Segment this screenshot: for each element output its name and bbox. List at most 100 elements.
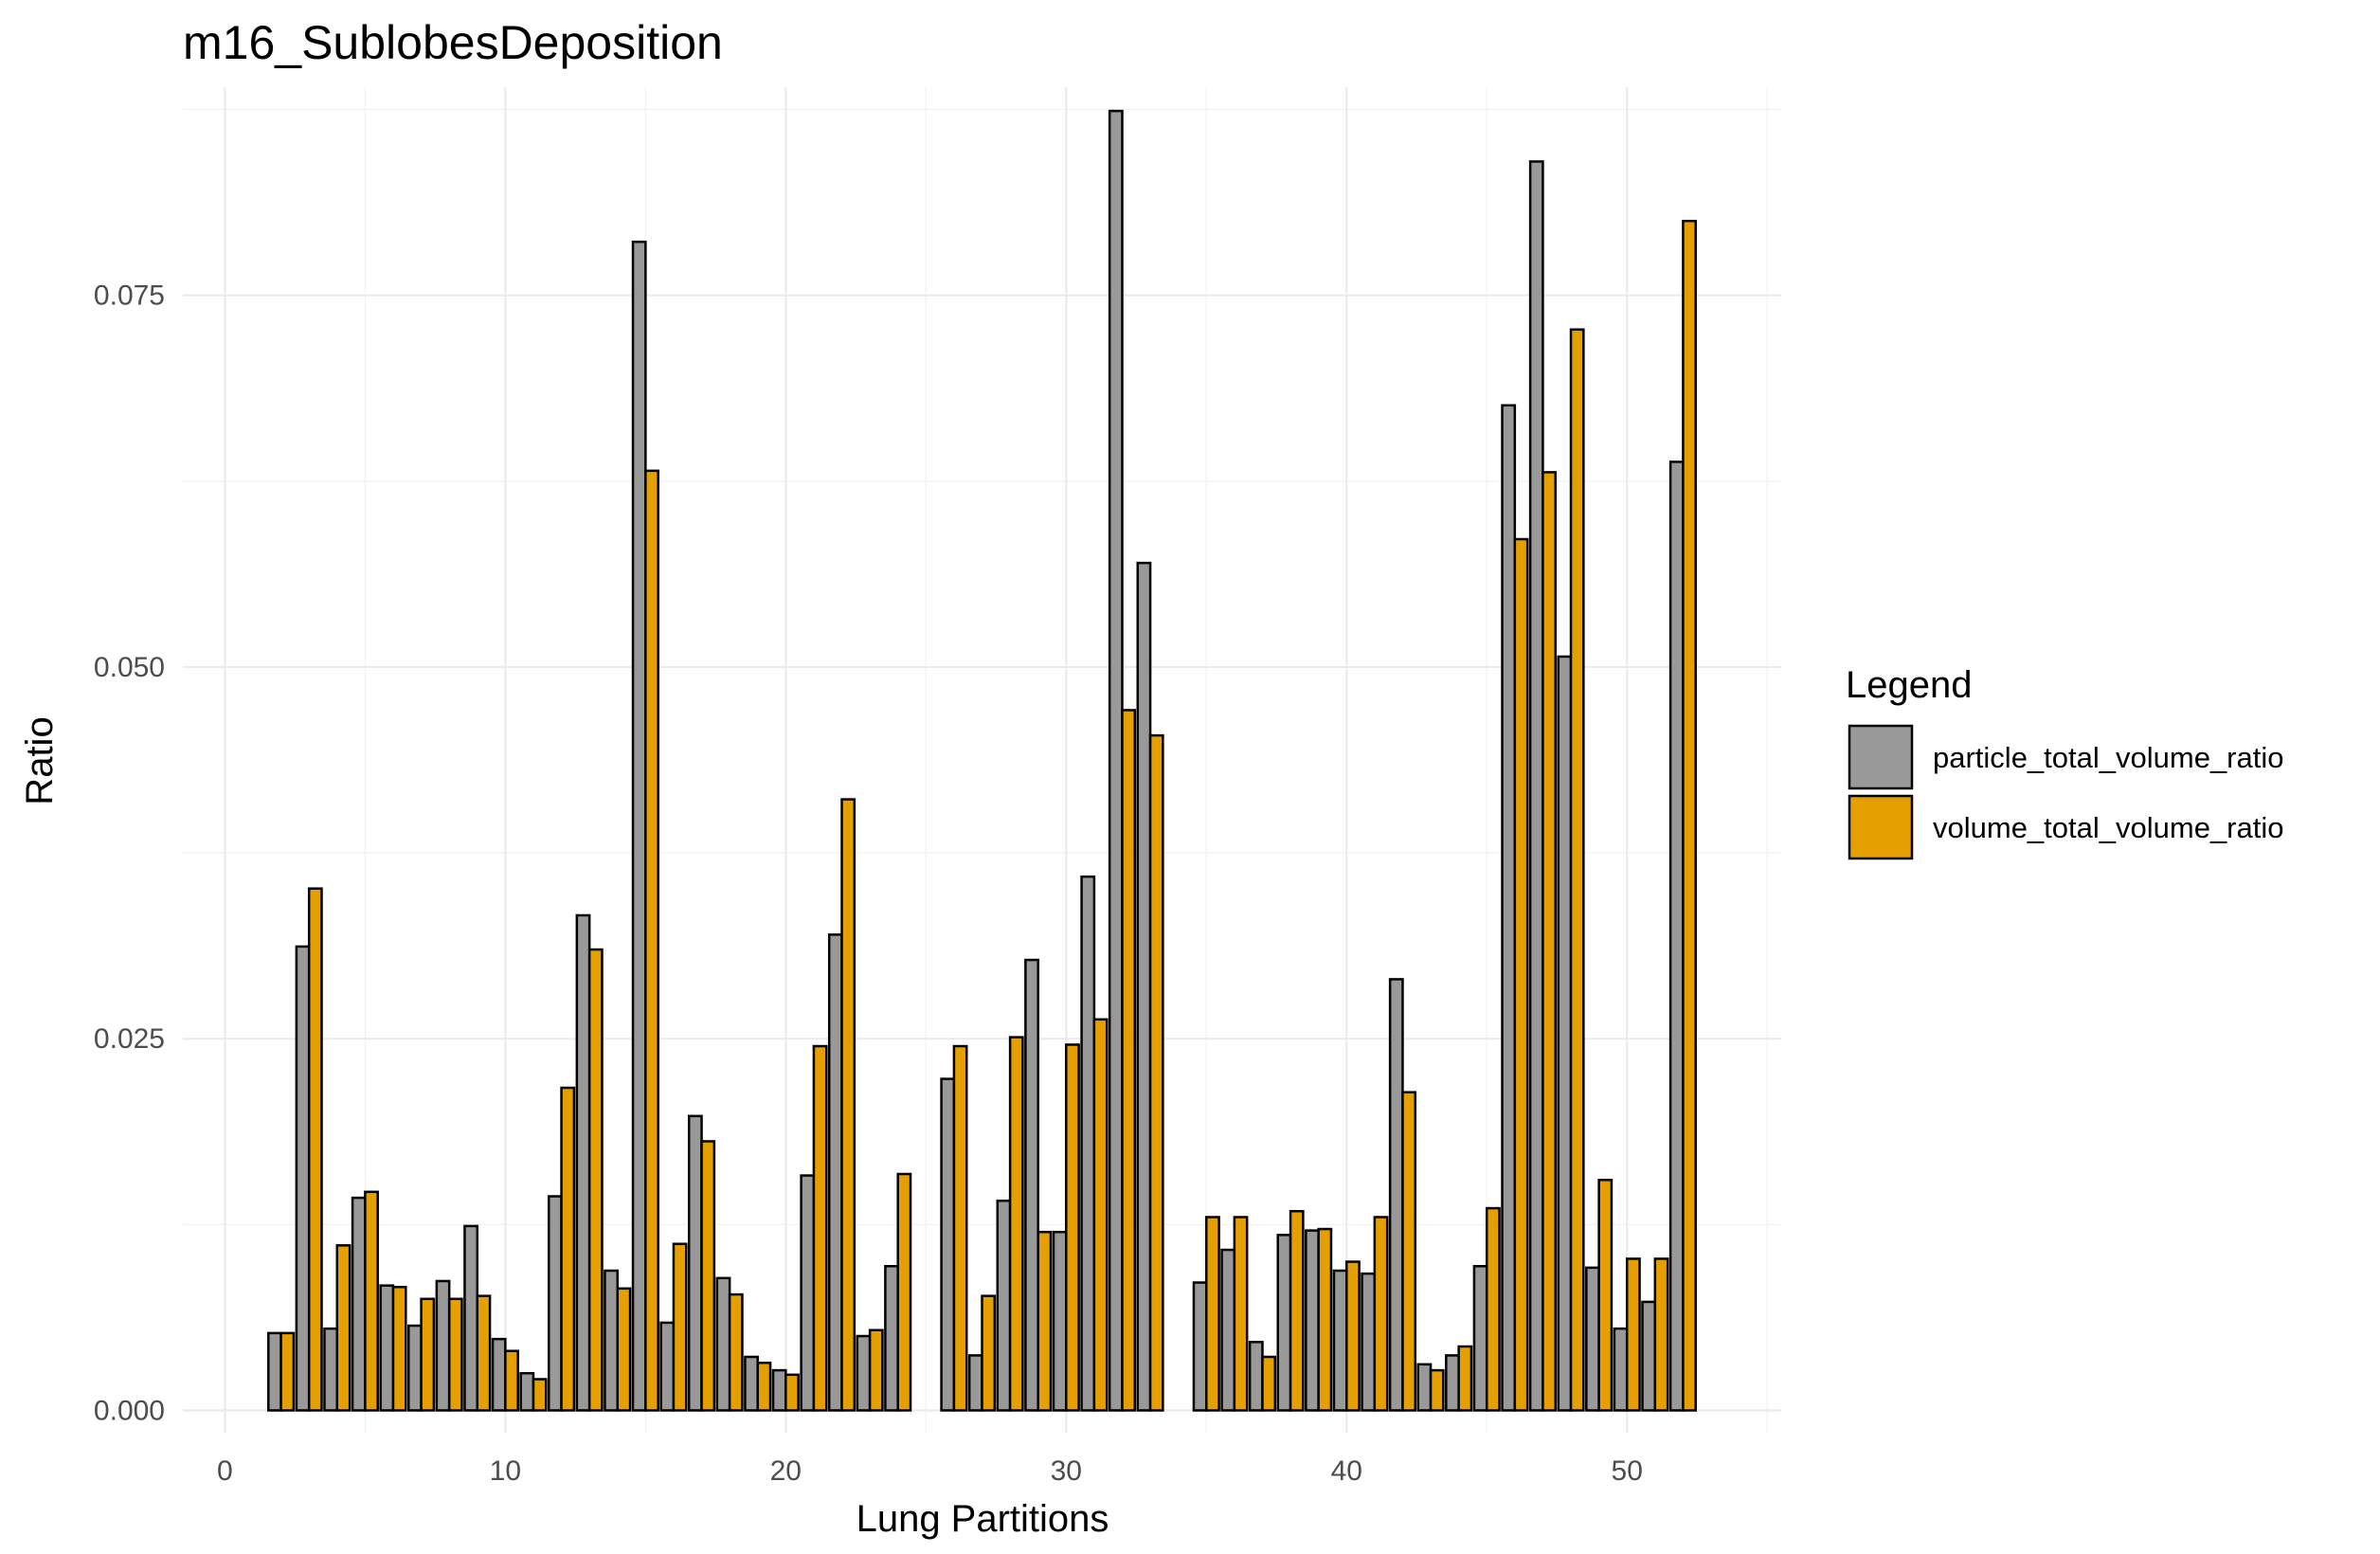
bar-particle_total_volume_ratio-4 <box>323 1327 339 1412</box>
legend-key-volume <box>1848 794 1914 860</box>
bar-volume_total_volume_ratio-14 <box>616 1287 632 1412</box>
y-axis-ticks: 0.000 0.025 0.050 0.075 <box>94 280 165 1427</box>
bar-volume_total_volume_ratio-22 <box>840 798 856 1412</box>
bar-volume_total_volume_ratio-21 <box>812 1044 828 1412</box>
bar-particle_total_volume_ratio-41 <box>1361 1272 1377 1412</box>
bar-particle_total_volume_ratio-29 <box>1024 958 1039 1412</box>
bar-particle_total_volume_ratio-6 <box>379 1284 395 1412</box>
bar-volume_total_volume_ratio-41 <box>1373 1216 1389 1412</box>
bar-particle_total_volume_ratio-19 <box>744 1355 759 1412</box>
bar-volume_total_volume_ratio-24 <box>896 1172 912 1412</box>
bar-particle_total_volume_ratio-30 <box>1052 1230 1068 1412</box>
bar-volume_total_volume_ratio-29 <box>1037 1230 1053 1412</box>
bar-particle_total_volume_ratio-51 <box>1641 1300 1657 1412</box>
bar-volume_total_volume_ratio-32 <box>1121 709 1137 1412</box>
x-tick-label: 50 <box>1612 1455 1643 1487</box>
bar-particle_total_volume_ratio-9 <box>463 1224 479 1412</box>
bar-volume_total_volume_ratio-36 <box>1233 1216 1249 1412</box>
bar-particle_total_volume_ratio-42 <box>1388 978 1404 1412</box>
x-tick-label: 10 <box>490 1455 521 1487</box>
bar-particle_total_volume_ratio-37 <box>1248 1341 1264 1412</box>
bar-particle_total_volume_ratio-43 <box>1416 1363 1433 1412</box>
bar-particle_total_volume_ratio-16 <box>659 1321 676 1412</box>
bar-volume_total_volume_ratio-52 <box>1682 219 1697 1412</box>
bar-particle_total_volume_ratio-22 <box>827 933 843 1412</box>
bar-particle_total_volume_ratio-17 <box>687 1114 703 1412</box>
bar-volume_total_volume_ratio-19 <box>756 1362 772 1412</box>
x-tick-label: 40 <box>1331 1455 1362 1487</box>
bar-volume_total_volume_ratio-42 <box>1401 1091 1417 1412</box>
bar-volume_total_volume_ratio-2 <box>279 1331 296 1412</box>
bar-volume_total_volume_ratio-6 <box>391 1285 407 1412</box>
bar-particle_total_volume_ratio-13 <box>575 913 591 1412</box>
bar-particle_total_volume_ratio-5 <box>351 1196 367 1412</box>
bar-particle_total_volume_ratio-10 <box>491 1337 507 1412</box>
bar-particle_total_volume_ratio-36 <box>1220 1248 1236 1412</box>
bar-particle_total_volume_ratio-31 <box>1080 875 1096 1412</box>
bar-volume_total_volume_ratio-12 <box>560 1086 576 1412</box>
bar-particle_total_volume_ratio-18 <box>715 1276 731 1412</box>
bar-volume_total_volume_ratio-30 <box>1065 1043 1080 1412</box>
bar-particle_total_volume_ratio-15 <box>631 240 647 1412</box>
bar-volume_total_volume_ratio-11 <box>532 1378 548 1412</box>
bar-particle_total_volume_ratio-52 <box>1668 461 1685 1412</box>
bar-particle_total_volume_ratio-11 <box>519 1371 535 1412</box>
bar-volume_total_volume_ratio-50 <box>1625 1257 1641 1412</box>
bar-volume_total_volume_ratio-47 <box>1542 471 1557 1412</box>
bar-particle_total_volume_ratio-2 <box>267 1331 282 1412</box>
bar-volume_total_volume_ratio-4 <box>335 1244 352 1412</box>
bar-volume_total_volume_ratio-20 <box>784 1373 800 1412</box>
bar-particle_total_volume_ratio-39 <box>1305 1229 1320 1412</box>
bar-volume_total_volume_ratio-27 <box>981 1294 997 1412</box>
bar-particle_total_volume_ratio-50 <box>1613 1327 1629 1412</box>
x-axis-ticks: 0 10 20 30 40 50 <box>217 1455 1643 1487</box>
bar-volume_total_volume_ratio-16 <box>672 1242 688 1412</box>
bar-volume_total_volume_ratio-38 <box>1289 1209 1305 1412</box>
bar-volume_total_volume_ratio-15 <box>644 469 659 1412</box>
bar-volume_total_volume_ratio-13 <box>587 948 604 1412</box>
bar-volume_total_volume_ratio-46 <box>1513 537 1529 1412</box>
bar-particle_total_volume_ratio-12 <box>547 1195 563 1412</box>
y-tick-label: 0.050 <box>94 652 165 683</box>
bar-particle_total_volume_ratio-32 <box>1108 109 1124 1412</box>
bar-volume_total_volume_ratio-44 <box>1457 1345 1473 1412</box>
bar-volume_total_volume_ratio-28 <box>1008 1036 1024 1412</box>
bar-volume_total_volume_ratio-39 <box>1317 1227 1333 1412</box>
bar-particle_total_volume_ratio-8 <box>435 1279 451 1412</box>
bar-particle_total_volume_ratio-7 <box>407 1324 423 1412</box>
bar-volume_total_volume_ratio-45 <box>1485 1206 1501 1412</box>
bar-volume_total_volume_ratio-10 <box>504 1349 519 1412</box>
bar-volume_total_volume_ratio-48 <box>1569 328 1585 1412</box>
bars <box>267 109 1697 1412</box>
x-tick-label: 20 <box>770 1455 802 1487</box>
y-tick-label: 0.000 <box>94 1395 165 1426</box>
bar-volume_total_volume_ratio-51 <box>1653 1257 1669 1412</box>
bar-particle_total_volume_ratio-44 <box>1445 1354 1460 1412</box>
bar-particle_total_volume_ratio-33 <box>1136 561 1152 1412</box>
legend: Legend particle_total_volume_ratio volum… <box>1846 664 2284 860</box>
bar-particle_total_volume_ratio-45 <box>1472 1265 1488 1412</box>
bar-particle_total_volume_ratio-3 <box>295 945 311 1412</box>
bar-volume_total_volume_ratio-8 <box>447 1297 463 1412</box>
legend-key-particle <box>1848 724 1914 790</box>
bar-particle_total_volume_ratio-46 <box>1501 404 1517 1412</box>
bar-volume_total_volume_ratio-3 <box>307 887 323 1412</box>
chart-title: m16_SublobesDeposition <box>183 16 723 69</box>
bar-volume_total_volume_ratio-9 <box>476 1294 492 1412</box>
bar-volume_total_volume_ratio-23 <box>868 1328 884 1412</box>
x-tick-label: 30 <box>1051 1455 1082 1487</box>
bar-volume_total_volume_ratio-26 <box>952 1044 968 1412</box>
bar-particle_total_volume_ratio-27 <box>967 1354 983 1412</box>
legend-label-volume: volume_total_volume_ratio <box>1933 811 2284 844</box>
bar-volume_total_volume_ratio-17 <box>700 1140 716 1412</box>
bar-particle_total_volume_ratio-14 <box>604 1269 619 1412</box>
x-axis-title: Lung Partitions <box>856 1498 1109 1540</box>
legend-label-particle: particle_total_volume_ratio <box>1933 741 2284 774</box>
bar-particle_total_volume_ratio-35 <box>1192 1281 1208 1412</box>
bar-particle_total_volume_ratio-47 <box>1528 160 1544 1412</box>
bar-volume_total_volume_ratio-5 <box>364 1190 379 1412</box>
bar-volume_total_volume_ratio-43 <box>1429 1368 1445 1412</box>
x-tick-label: 0 <box>217 1455 233 1487</box>
bar-particle_total_volume_ratio-48 <box>1557 655 1573 1412</box>
